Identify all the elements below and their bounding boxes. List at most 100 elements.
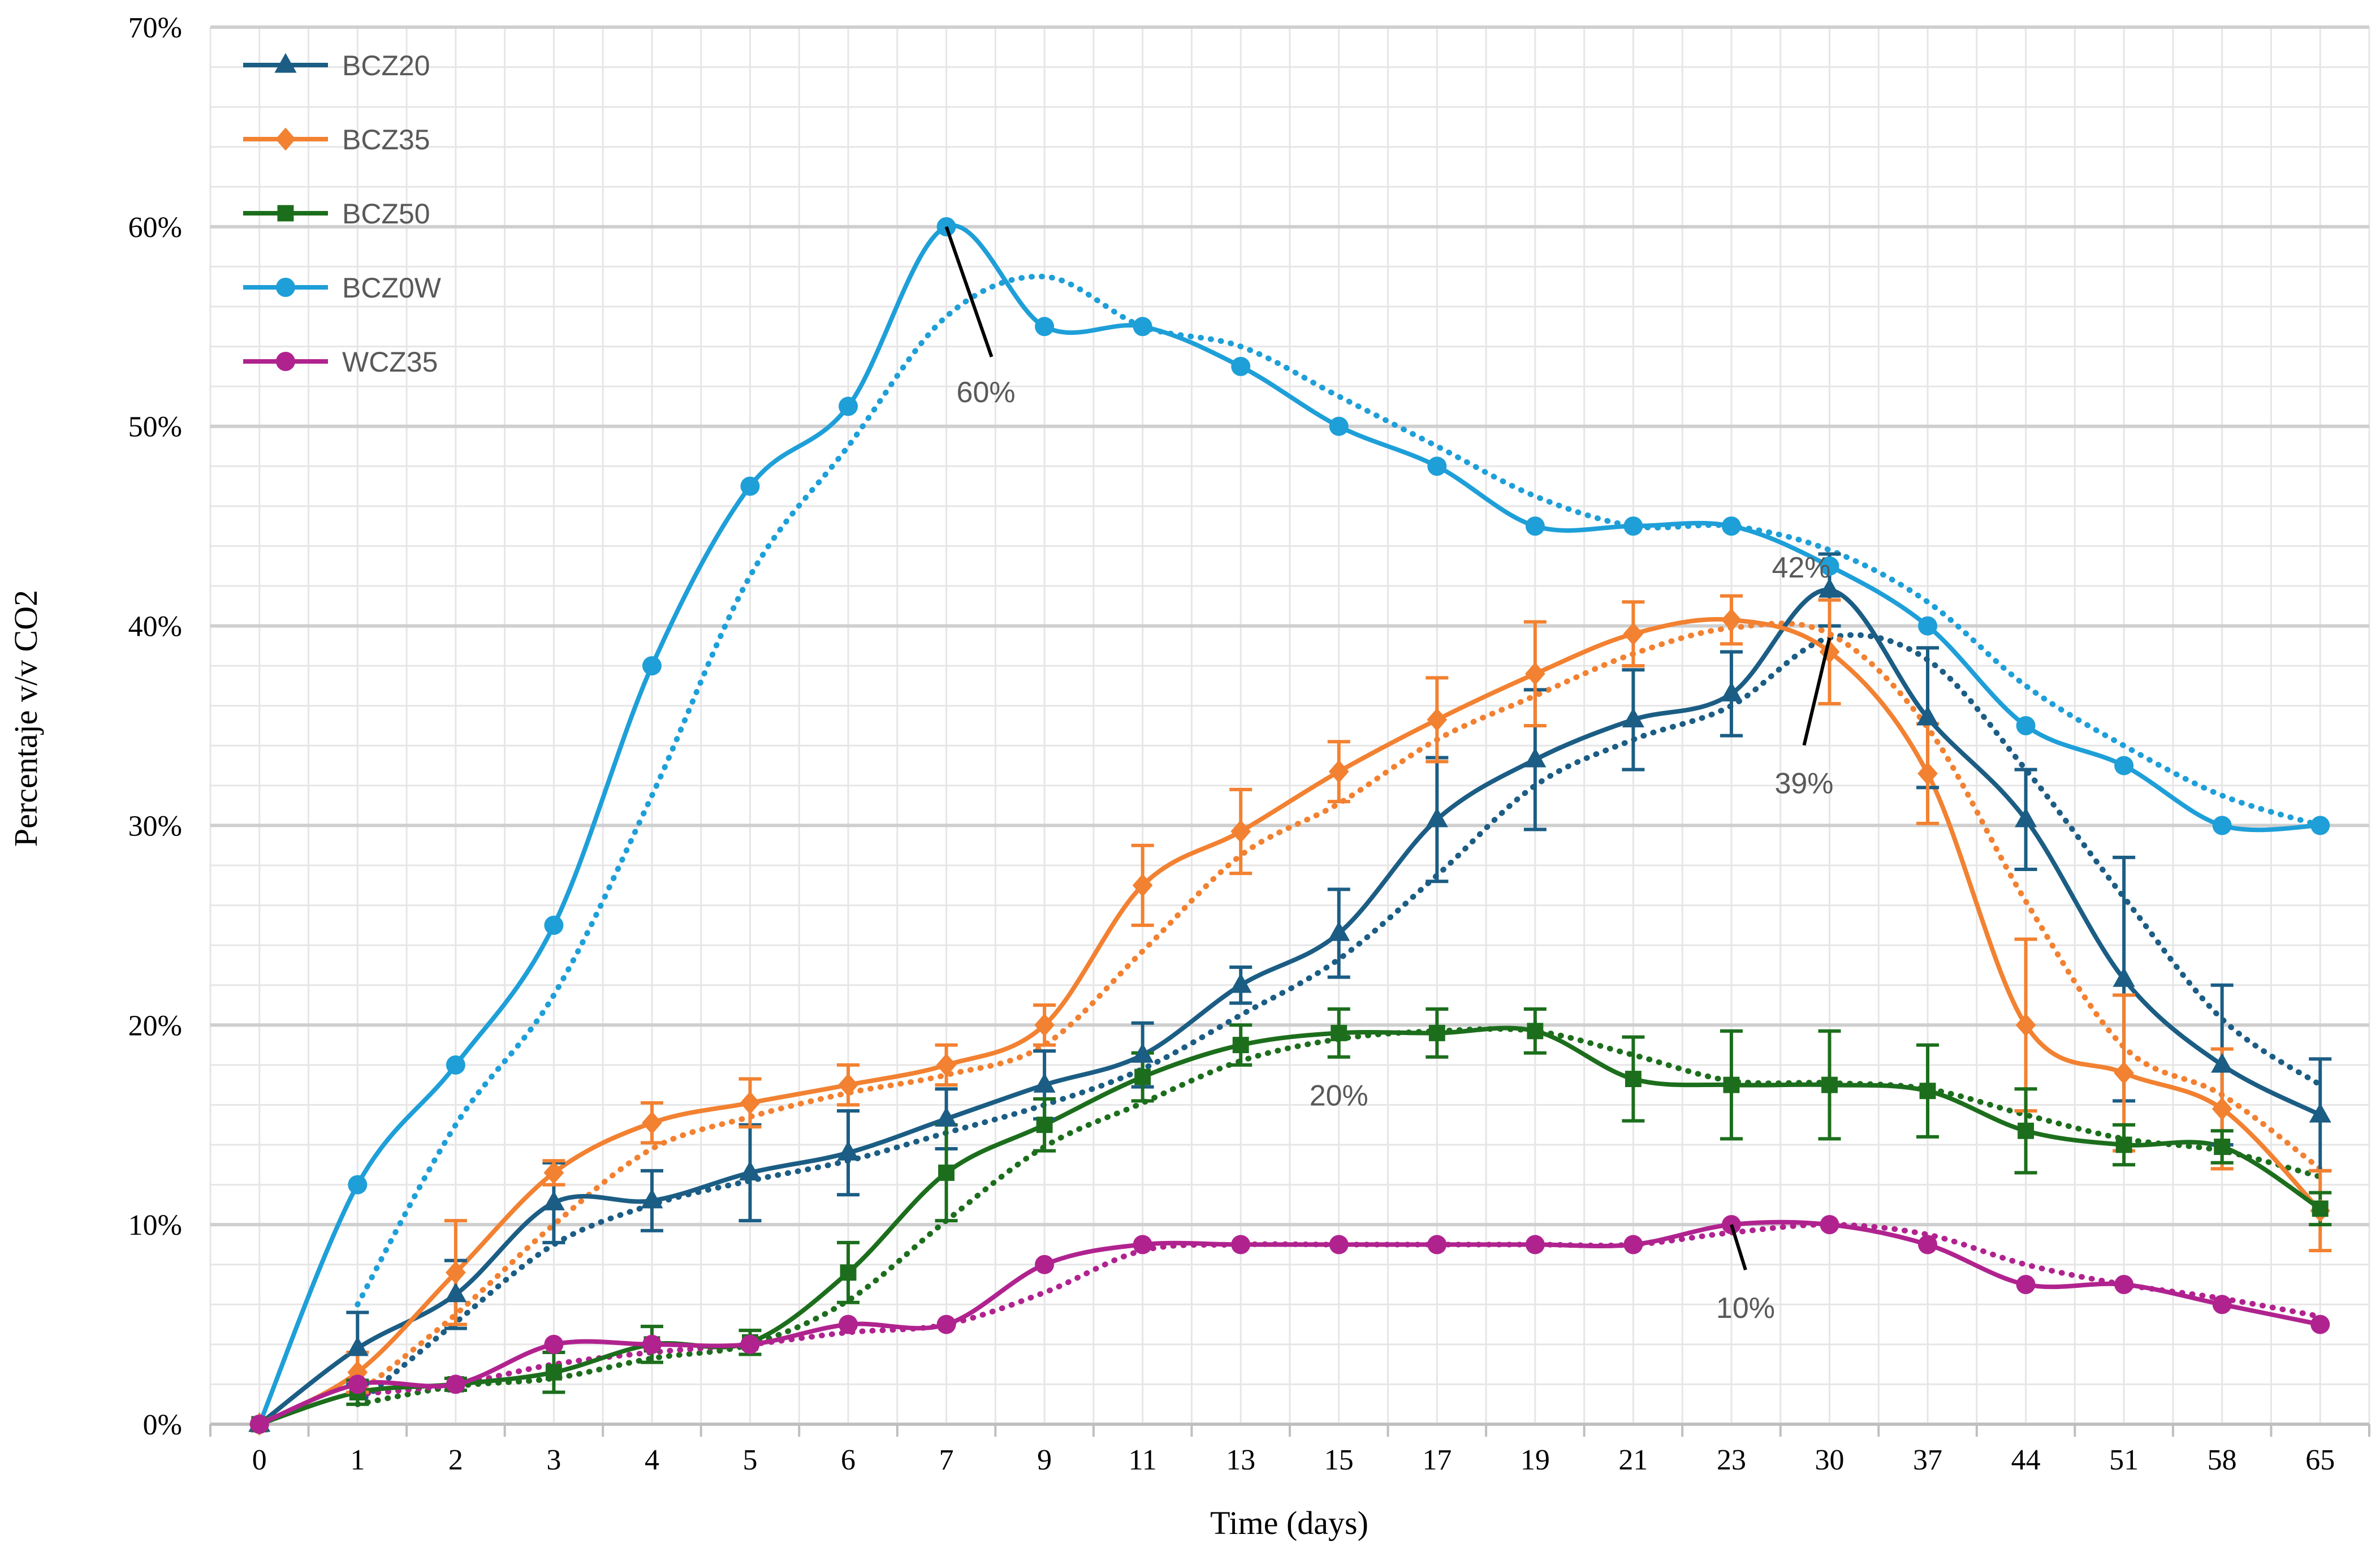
data-point-bcz50 [1625, 1071, 1642, 1088]
x-tick-label: 2 [448, 1444, 463, 1476]
data-point-bcz20 [1622, 708, 1644, 728]
data-point-bcz35 [936, 1053, 957, 1077]
data-point-wcz35 [446, 1374, 465, 1394]
data-point-bcz20 [1916, 705, 1939, 726]
annotation-label: 60% [957, 376, 1016, 409]
y-tick-label: 10% [128, 1209, 182, 1242]
x-tick-label: 30 [1815, 1444, 1845, 1476]
data-point-bcz0w [1820, 556, 1839, 576]
data-point-bcz35 [1917, 762, 1938, 786]
legend-marker-bcz0w [276, 278, 295, 297]
data-point-wcz35 [1133, 1235, 1152, 1255]
data-point-bcz20 [935, 1106, 958, 1127]
data-point-bcz35 [642, 1111, 662, 1135]
data-point-bcz50 [1428, 1024, 1445, 1041]
legend-marker-wcz35 [276, 352, 295, 371]
data-point-bcz35 [1525, 662, 1545, 686]
data-point-bcz35 [2015, 1013, 2036, 1037]
data-point-wcz35 [348, 1374, 368, 1394]
legend-marker-bcz50 [277, 205, 294, 222]
data-point-bcz35 [446, 1261, 466, 1285]
x-tick-label: 6 [841, 1444, 856, 1476]
data-point-bcz0w [348, 1175, 368, 1195]
x-tick-label: 13 [1226, 1444, 1255, 1476]
data-point-bcz0w [2212, 816, 2232, 835]
data-point-bcz0w [1918, 616, 1938, 636]
data-point-bcz50 [1232, 1037, 1249, 1054]
data-point-wcz35 [642, 1334, 662, 1354]
data-point-bcz35 [2114, 1061, 2134, 1085]
trendline-bcz0w [355, 273, 2323, 1308]
data-point-bcz50 [2018, 1122, 2035, 1139]
annotation-label: 10% [1716, 1292, 1775, 1325]
data-point-bcz50 [2312, 1200, 2329, 1217]
data-point-wcz35 [2212, 1295, 2232, 1314]
data-point-bcz50 [545, 1364, 562, 1381]
y-tick-label: 0% [143, 1409, 182, 1441]
data-point-bcz50 [1331, 1024, 1347, 1041]
data-point-wcz35 [1035, 1255, 1055, 1274]
y-tick-label: 60% [128, 212, 182, 244]
data-point-bcz50 [1723, 1076, 1740, 1093]
data-point-bcz35 [2211, 1097, 2232, 1120]
data-point-bcz20 [1524, 747, 1547, 768]
data-point-bcz35 [1721, 608, 1742, 632]
legend-label-bcz35: BCZ35 [342, 124, 430, 156]
data-point-bcz20 [444, 1282, 467, 1303]
legend-label-bcz0w: BCZ0W [342, 272, 442, 304]
x-axis-label: Time (days) [1210, 1505, 1368, 1541]
data-point-wcz35 [2114, 1275, 2134, 1294]
data-point-bcz20 [2113, 967, 2135, 987]
x-tick-label: 51 [2109, 1444, 2139, 1476]
trendline-bcz20 [355, 632, 2323, 1407]
data-point-bcz20 [641, 1188, 663, 1209]
data-point-bcz20 [1033, 1072, 1056, 1093]
series-line-bcz50 [257, 1025, 2323, 1426]
y-tick-label: 40% [128, 611, 182, 643]
data-point-bcz50 [1527, 1023, 1544, 1040]
data-point-bcz0w [2310, 816, 2330, 835]
y-axis-label: Percentaje v/v CO2 [7, 590, 44, 847]
data-point-bcz50 [1821, 1076, 1838, 1093]
data-point-bcz35 [1034, 1013, 1055, 1037]
data-point-bcz35 [1230, 820, 1251, 843]
data-point-bcz0w [1427, 456, 1447, 476]
data-point-bcz0w [1133, 317, 1152, 337]
data-point-bcz20 [1720, 682, 1743, 702]
data-point-bcz20 [837, 1140, 859, 1161]
data-point-bcz35 [1623, 622, 1644, 646]
data-point-wcz35 [2016, 1275, 2036, 1294]
data-point-bcz35 [1328, 760, 1349, 783]
gridlines [209, 25, 2370, 1426]
data-point-bcz0w [1231, 356, 1251, 376]
data-point-wcz35 [1231, 1235, 1251, 1255]
legend-label-bcz20: BCZ20 [342, 50, 430, 81]
data-point-wcz35 [1329, 1235, 1349, 1255]
x-tick-label: 37 [1913, 1444, 1942, 1476]
legend-label-bcz50: BCZ50 [342, 198, 430, 230]
annotations: 60% 42% 39% 20% 10% [944, 226, 1834, 1325]
x-tick-label: 17 [1422, 1444, 1452, 1476]
legend: BCZ20 BCZ35 BCZ50 BCZ0W WCZ35 [243, 50, 442, 378]
y-tick-label: 50% [128, 411, 182, 443]
data-point-wcz35 [249, 1415, 269, 1434]
data-point-bcz20 [2015, 807, 2037, 827]
axes: 0%10%20%30%40%50%60%70%0 1 2 3 4 5 6 7 9 11 13 15 17… [128, 12, 2370, 1476]
series-line-bcz35 [257, 617, 2323, 1426]
data-point-bcz0w [1623, 516, 1643, 536]
data-point-bcz50 [1919, 1083, 1936, 1100]
annotation-label: 39% [1774, 768, 1833, 800]
data-point-wcz35 [1427, 1235, 1447, 1255]
x-tick-label: 65 [2305, 1444, 2335, 1476]
x-tick-label: 11 [1129, 1444, 1157, 1476]
x-tick-label: 3 [546, 1444, 561, 1476]
annotation-leader [1730, 1224, 1747, 1271]
data-point-bcz35 [543, 1161, 564, 1184]
data-point-bcz20 [1229, 973, 1252, 993]
data-point-bcz0w [1525, 516, 1545, 536]
x-tick-label: 15 [1324, 1444, 1354, 1476]
data-point-bcz50 [2214, 1139, 2231, 1155]
x-tick-label: 19 [1521, 1444, 1550, 1476]
data-point-bcz20 [1131, 1042, 1154, 1063]
